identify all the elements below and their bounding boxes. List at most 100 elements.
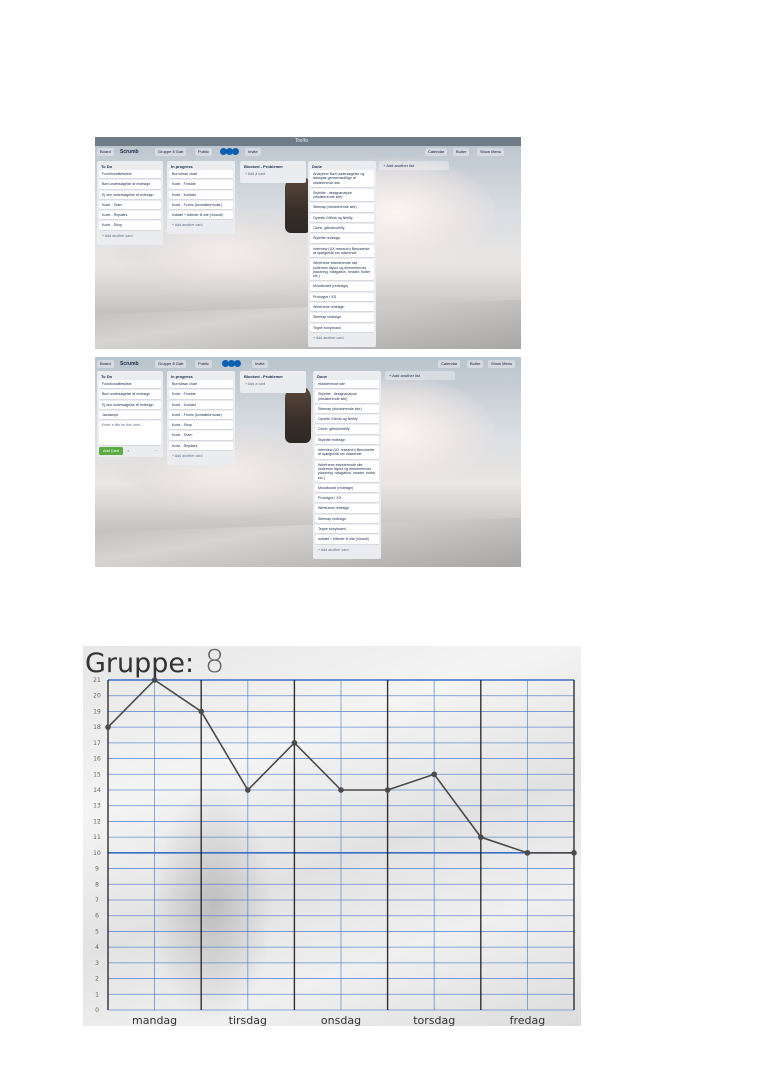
- y-tick-label: 18: [93, 724, 101, 731]
- list-todo: To Do Funktionalitetsliste Børl undersøg…: [97, 371, 163, 458]
- card[interactable]: eksisterende site: [315, 380, 379, 389]
- card[interactable]: Clone, github/netlify: [310, 224, 374, 233]
- card[interactable]: Burndown chart: [169, 170, 233, 179]
- butler-button[interactable]: Butler: [453, 148, 470, 156]
- add-card-button[interactable]: + Add a card: [245, 172, 266, 176]
- add-list-button[interactable]: + Add another list: [379, 161, 449, 170]
- invite-button[interactable]: Invite: [252, 360, 268, 368]
- card[interactable]: Burndown chart: [169, 380, 233, 389]
- y-tick-label: 19: [93, 708, 101, 715]
- card[interactable]: Moodboard (redesign): [315, 483, 379, 493]
- day-label: onsdag: [321, 1014, 361, 1026]
- add-list-button[interactable]: + Add another list: [385, 371, 455, 380]
- member-avatar[interactable]: [222, 360, 229, 367]
- card[interactable]: Kode - Shop: [169, 421, 233, 430]
- board-button[interactable]: Board: [97, 148, 114, 156]
- card[interactable]: Ej seu undersøgelse af redesign: [99, 400, 161, 409]
- card[interactable]: Oprette Github og Netlify: [310, 213, 374, 223]
- team-button[interactable]: Gruppe 8 Gab: [155, 360, 187, 368]
- card[interactable]: Stylelite redesign: [310, 234, 374, 243]
- team-button[interactable]: Gruppe 8 Gab: [155, 148, 187, 156]
- list-title: In progress: [171, 164, 193, 169]
- close-icon[interactable]: ×: [127, 448, 130, 454]
- card[interactable]: Interview (UX research) Besvarelse af sp…: [310, 244, 374, 258]
- card[interactable]: Analysere Børl undersøgelse og danspas g…: [310, 170, 374, 187]
- add-card-submit-button[interactable]: Add Card: [99, 447, 124, 456]
- data-point: [431, 771, 438, 778]
- card[interactable]: Sitemap (eksisterende site): [310, 203, 374, 212]
- board-name[interactable]: Scrumb: [120, 149, 139, 155]
- member-avatar[interactable]: [228, 360, 235, 367]
- board-name[interactable]: Scrumb: [120, 361, 139, 367]
- card[interactable]: Stylelite - designanalyse (eksisterende …: [315, 390, 379, 403]
- list-title: Blocked - Problemer: [244, 374, 283, 379]
- card[interactable]: Kode - Team: [169, 431, 233, 440]
- show-menu-button[interactable]: Show Menu: [488, 360, 516, 368]
- data-point: [524, 850, 531, 856]
- add-card-button[interactable]: + Add a card: [245, 382, 266, 386]
- visibility-button[interactable]: Public: [195, 360, 212, 368]
- card[interactable]: Kode - Team: [99, 200, 161, 210]
- card[interactable]: Sitemap redesign: [310, 313, 374, 322]
- card[interactable]: Prototype i XD: [315, 494, 379, 503]
- card[interactable]: Ej seu undersøgelse af redesign: [99, 190, 161, 199]
- card[interactable]: Wireframe eksisterende site (sidernes la…: [310, 259, 374, 281]
- burndown-chart: 0123456789101112131415161718192021mandag…: [93, 677, 577, 1026]
- calendar-button[interactable]: Calendar: [425, 148, 448, 156]
- card[interactable]: Kode - Kontakt: [169, 400, 233, 409]
- visibility-button[interactable]: Public: [195, 148, 212, 156]
- card[interactable]: Børl undersøgelse af redesign: [99, 390, 161, 399]
- card[interactable]: Stylelite - designanalyse (eksisterende …: [310, 188, 374, 202]
- card[interactable]: Kode - Forms (kontaktformular): [169, 410, 233, 420]
- member-avatar[interactable]: [234, 360, 241, 367]
- y-tick-label: 15: [93, 771, 101, 778]
- card[interactable]: Stylelite redesign: [315, 435, 379, 445]
- member-avatar[interactable]: [232, 148, 239, 155]
- card[interactable]: Javascript: [99, 410, 161, 420]
- card[interactable]: Funktionalitetsliste: [99, 170, 161, 179]
- add-card-button[interactable]: + Add another card: [172, 223, 203, 228]
- card[interactable]: Wireframe redesign: [310, 303, 374, 312]
- invite-button[interactable]: Invite: [245, 148, 261, 156]
- card[interactable]: Wireframe eksisterende site (sidernes la…: [315, 460, 379, 482]
- member-avatar[interactable]: [220, 148, 227, 155]
- board-header: Board Scrumb Gruppe 8 Gab Public Invite …: [95, 148, 521, 157]
- card[interactable]: Interview (UX research) Besvarelse af sp…: [315, 446, 379, 459]
- card[interactable]: Clone, github/netlify: [315, 425, 379, 434]
- new-card-title-input[interactable]: Enter a title for this card...: [99, 421, 161, 446]
- add-card-button[interactable]: + Add another card: [102, 233, 133, 238]
- board-button[interactable]: Board: [97, 360, 114, 368]
- list-done: Done Analysere Børl undersøgelse og dans…: [308, 161, 376, 347]
- add-card-button[interactable]: + Add another card: [172, 454, 203, 459]
- calendar-button[interactable]: Calendar: [438, 360, 461, 368]
- more-icon[interactable]: ···: [154, 448, 159, 454]
- member-avatar[interactable]: [226, 148, 233, 155]
- show-menu-button[interactable]: Show Menu: [477, 148, 505, 156]
- card[interactable]: Indsæt + billeder til site (Vossdi): [315, 535, 379, 544]
- butler-button[interactable]: Butler: [467, 360, 484, 368]
- card[interactable]: Sitemap redesign: [315, 514, 379, 524]
- card[interactable]: Kode - Forside: [169, 390, 233, 399]
- add-card-button[interactable]: + Add another card: [318, 547, 349, 552]
- card[interactable]: Kode - Rejsilars: [169, 441, 233, 451]
- card[interactable]: Funktionalitetsliste: [99, 380, 161, 389]
- card[interactable]: Prototype i XD: [310, 292, 374, 302]
- card[interactable]: Kode - Forside: [169, 180, 233, 189]
- card[interactable]: Indsæt + billeder til site (Vossdi): [169, 211, 233, 220]
- card[interactable]: Kode - Shop: [99, 221, 161, 230]
- card[interactable]: Moodboard (redesign): [310, 282, 374, 291]
- person-head: [285, 175, 311, 233]
- card[interactable]: Kode - Forms (kontaktformular): [169, 200, 233, 210]
- day-label: torsdag: [413, 1014, 455, 1026]
- card[interactable]: Kode - Kontakt: [169, 190, 233, 199]
- y-tick-label: 2: [95, 976, 99, 983]
- add-card-button[interactable]: + Add another card: [313, 335, 344, 340]
- card[interactable]: Sitemap (eksisterende site): [315, 404, 379, 414]
- card[interactable]: Oprette Github og Netlify: [315, 415, 379, 424]
- card[interactable]: Børl undersøgelse af redesign: [99, 180, 161, 189]
- list-title: In progress: [171, 374, 193, 379]
- card[interactable]: Wireframe redesign: [315, 504, 379, 513]
- card[interactable]: Kode - Rejsilars: [99, 211, 161, 220]
- card[interactable]: Tegne storyboard: [310, 323, 374, 332]
- card[interactable]: Tegne storyboard: [315, 525, 379, 534]
